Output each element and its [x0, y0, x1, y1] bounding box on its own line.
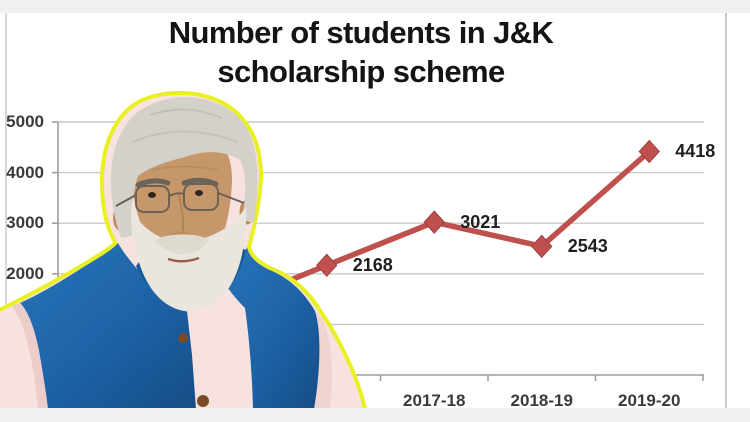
eye	[148, 192, 156, 198]
slide-border-left	[5, 13, 7, 408]
eyebrow	[181, 177, 219, 187]
kurta-button	[197, 395, 209, 407]
eye	[195, 190, 203, 196]
series-marker-diamond	[638, 139, 660, 164]
hair	[110, 97, 258, 238]
top-band	[0, 0, 750, 13]
chart-title-line2: scholarship scheme	[217, 54, 505, 89]
eyebrow	[135, 178, 171, 188]
glasses	[115, 183, 245, 213]
slide-border-right	[725, 13, 727, 408]
vest-left-panel	[20, 243, 196, 409]
chart-title: Number of students in J&K scholarship sc…	[0, 13, 722, 91]
vest-right-panel	[226, 247, 320, 409]
bottom-band	[0, 408, 750, 422]
series-marker-diamond	[316, 253, 338, 278]
series-marker-diamond	[531, 234, 553, 259]
person-figure	[0, 90, 367, 413]
mustache	[155, 234, 209, 254]
beard	[131, 207, 247, 312]
mouth	[167, 256, 200, 263]
nose	[178, 193, 185, 232]
chart-title-line1: Number of students in J&K	[168, 15, 554, 50]
kurta-button	[178, 333, 188, 343]
series-marker-diamond	[423, 210, 445, 234]
